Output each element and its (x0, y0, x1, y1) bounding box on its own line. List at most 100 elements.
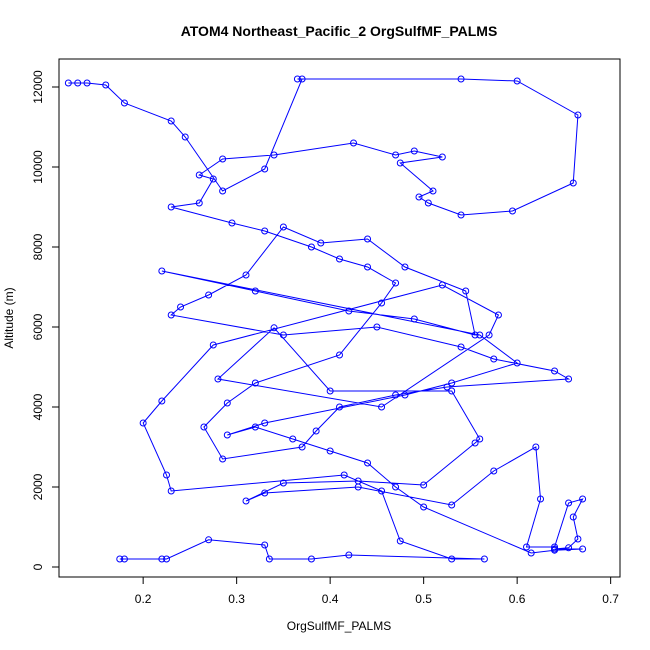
data-point (158, 397, 166, 405)
data-point (167, 117, 175, 125)
data-point (195, 199, 203, 207)
data-point (424, 199, 432, 207)
data-point (312, 427, 320, 435)
data-point (242, 271, 250, 279)
data-point (490, 467, 498, 475)
data-point (326, 447, 334, 455)
data-point (508, 207, 516, 215)
data-point (265, 555, 273, 563)
data-point (523, 543, 530, 551)
plot-frame (58, 58, 621, 578)
data-point (181, 133, 189, 141)
data-point (490, 355, 498, 363)
data-point (443, 383, 451, 391)
data-point (116, 555, 124, 563)
data-point (261, 419, 269, 427)
data-point (392, 279, 400, 287)
data-point (64, 79, 72, 87)
data-point (167, 487, 175, 495)
data-point (462, 287, 470, 295)
data-point (223, 399, 231, 407)
data-point (448, 379, 456, 387)
data-point (448, 501, 456, 509)
data-point (307, 555, 315, 563)
data-point (532, 443, 540, 451)
data-point (378, 403, 386, 411)
data-point (209, 175, 217, 183)
data-point (551, 367, 559, 375)
data-point (551, 546, 559, 554)
data-point (471, 439, 479, 447)
data-point (336, 403, 343, 411)
y-tick-label: 10000 (31, 150, 45, 184)
data-point (293, 75, 301, 83)
data-point (457, 211, 465, 219)
data-point (336, 255, 343, 263)
data-point (396, 159, 404, 167)
y-tick-label: 6000 (31, 313, 45, 340)
x-tick-label: 0.6 (509, 592, 526, 606)
y-tick-label: 12000 (31, 70, 45, 104)
data-point (565, 375, 573, 383)
data-point (574, 535, 582, 543)
data-point (307, 243, 315, 251)
data-point (279, 479, 287, 487)
data-point (364, 459, 372, 467)
data-point (574, 111, 582, 119)
data-point (513, 77, 521, 85)
data-point (270, 324, 278, 332)
chart-title: ATOM4 Northeast_Pacific_2 OrgSulfMF_PALM… (181, 23, 498, 39)
data-point (569, 513, 577, 521)
data-point (471, 331, 479, 339)
data-point (415, 193, 423, 201)
series-line (68, 78, 584, 560)
data-point (392, 151, 400, 159)
data-point (579, 545, 587, 553)
data-point (163, 555, 171, 563)
y-tick-label: 4000 (31, 393, 45, 420)
x-axis-label: OrgSulfMF_PALMS (287, 619, 391, 633)
data-point (565, 544, 573, 552)
data-point (219, 187, 227, 195)
x-axis: 0.2 0.3 0.4 0.5 0.6 0.7 (135, 576, 619, 606)
y-tick-label: 0 (31, 563, 45, 570)
data-point (158, 267, 166, 275)
x-tick-label: 0.2 (135, 592, 152, 606)
x-tick-label: 0.7 (602, 592, 619, 606)
data-point (354, 483, 362, 491)
data-point (401, 263, 409, 271)
data-point (392, 391, 400, 399)
x-tick-label: 0.3 (228, 592, 245, 606)
data-point (457, 75, 465, 83)
data-point (336, 351, 343, 359)
data-point (200, 423, 208, 431)
data-point (223, 431, 231, 439)
data-point (476, 331, 484, 339)
data-point (261, 541, 269, 549)
data-point (83, 79, 91, 87)
x-tick-label: 0.5 (415, 592, 432, 606)
data-point (139, 419, 147, 427)
data-point (279, 331, 287, 339)
data-point (410, 147, 418, 155)
data-point (251, 423, 259, 431)
data-point (494, 311, 502, 319)
data-point (251, 379, 259, 387)
data-point (448, 555, 456, 563)
data-point (298, 75, 306, 83)
data-point (378, 299, 386, 307)
data-point (448, 387, 456, 395)
data-point (378, 487, 386, 495)
data-point (289, 435, 297, 443)
data-point (340, 471, 348, 479)
data-point (551, 543, 559, 551)
data-point (228, 219, 236, 227)
data-point (401, 391, 409, 399)
data-point (205, 291, 213, 299)
data-point (438, 153, 446, 161)
data-point (392, 483, 400, 491)
data-point (120, 555, 128, 563)
data-point (242, 497, 250, 505)
data-point (261, 227, 269, 235)
